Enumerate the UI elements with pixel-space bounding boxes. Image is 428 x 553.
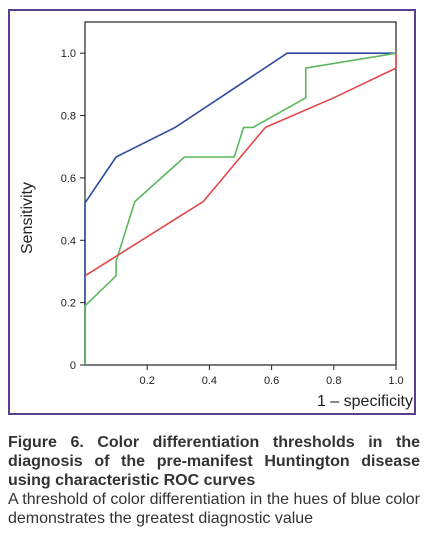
- y-tick-label: 0: [70, 360, 76, 372]
- x-tick-label: 0.8: [326, 375, 341, 387]
- y-tick-label: 0.8: [61, 111, 76, 123]
- roc-series-2-line: [84, 52, 397, 365]
- x-tick-label: 0.6: [264, 375, 279, 387]
- x-tick-label: 0.2: [140, 375, 155, 387]
- figure-caption: Figure 6. Color differentiation threshol…: [8, 433, 420, 528]
- caption-title: Figure 6. Color differentiation threshol…: [8, 434, 420, 489]
- roc-series-3-line: [84, 53, 397, 277]
- x-tick-label: 1.0: [388, 375, 403, 387]
- x-tick-label: 0.4: [202, 375, 217, 387]
- y-tick-label: 0.2: [61, 298, 76, 310]
- y-axis-label: Sensitivity: [19, 182, 36, 254]
- caption-body: A threshold of color differentiation in …: [8, 491, 420, 527]
- x-axis-label: 1 – specificity: [317, 393, 413, 410]
- plot-area: 0 0.2 0.4 0.6 0.8 1.0 0.2 0.4 0.6 0.8 1.0: [61, 21, 404, 387]
- figure-frame: 0 0.2 0.4 0.6 0.8 1.0 0.2 0.4 0.6 0.8 1.0 Sensitiv…: [8, 9, 416, 415]
- roc-series-1-line: [84, 52, 396, 365]
- y-tick-label: 0.6: [61, 173, 76, 185]
- plot-border: [84, 21, 397, 366]
- y-tick-label: 0.4: [61, 235, 76, 247]
- y-tick-label: 1.0: [61, 48, 76, 60]
- roc-chart: 0 0.2 0.4 0.6 0.8 1.0 0.2 0.4 0.6 0.8 1.0 Sensitiv…: [19, 21, 413, 410]
